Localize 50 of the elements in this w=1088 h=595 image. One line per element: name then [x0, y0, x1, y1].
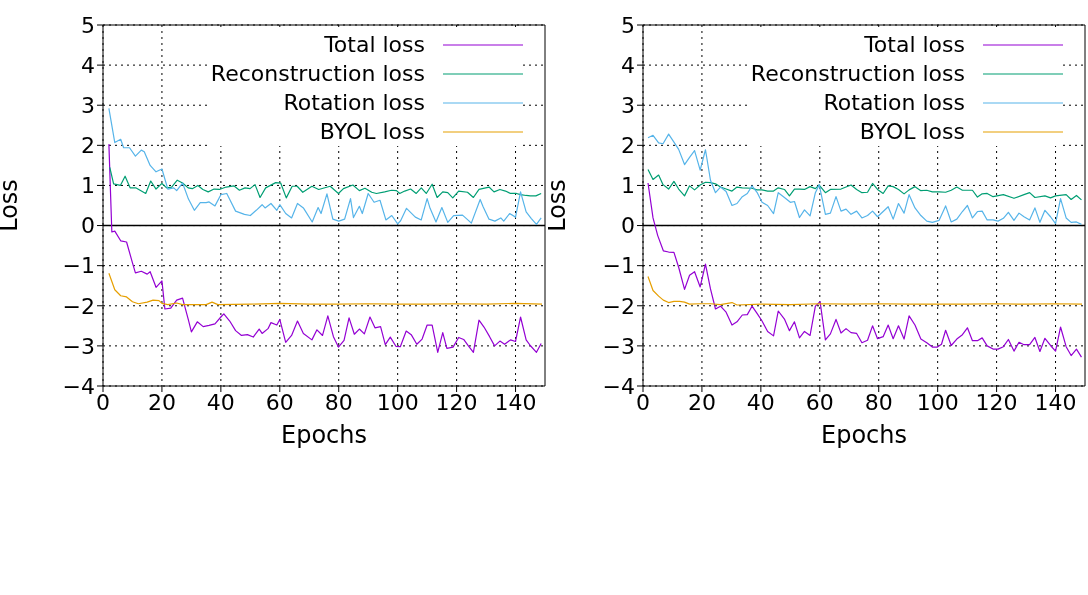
legend-label: Total loss [324, 32, 425, 57]
legend-label: Rotation loss [283, 90, 425, 115]
line-series [108, 143, 542, 353]
y-tick-label: 5 [621, 12, 635, 38]
y-tick-label: 1 [81, 173, 95, 199]
legend-label: BYOL loss [859, 119, 965, 144]
line-series [647, 275, 1083, 306]
x-tick-label: 140 [1034, 389, 1077, 415]
x-tick-label: 80 [324, 389, 353, 415]
legend-label: Total loss [864, 32, 965, 57]
y-tick-label: −1 [602, 253, 635, 279]
x-tick-label: 100 [916, 389, 959, 415]
x-tick-label: 40 [206, 389, 235, 415]
x-axis-title: Epochs [281, 421, 367, 449]
y-tick-label: −4 [62, 373, 95, 399]
x-tick-label: 80 [864, 389, 893, 415]
x-tick-label: 20 [147, 389, 176, 415]
y-tick-label: 0 [81, 213, 95, 239]
y-tick-label: −2 [602, 293, 635, 319]
x-tick-label: 60 [805, 389, 834, 415]
x-tick-label: 40 [746, 389, 775, 415]
line-series [108, 272, 543, 306]
legend-label: Reconstruction loss [210, 61, 425, 86]
y-tick-label: 1 [621, 173, 635, 199]
y-tick-label: −3 [602, 333, 635, 359]
y-tick-label: 4 [81, 52, 95, 78]
x-axis-title: Epochs [821, 421, 907, 449]
y-tick-label: 2 [621, 133, 635, 159]
y-tick-label: 0 [621, 213, 635, 239]
y-tick-label: 3 [621, 93, 635, 119]
legend-label: BYOL loss [319, 119, 425, 144]
y-tick-label: −2 [62, 293, 95, 319]
x-tick-label: 100 [376, 389, 419, 415]
y-tick-label: 4 [621, 52, 635, 78]
line-series [647, 168, 1083, 201]
line-series [109, 166, 542, 199]
y-tick-label: 3 [81, 93, 95, 119]
x-tick-label: 120 [975, 389, 1018, 415]
x-tick-label: 140 [494, 389, 537, 415]
legend-label: Reconstruction loss [750, 61, 965, 86]
legend-label: Rotation loss [823, 90, 965, 115]
y-tick-label: −4 [602, 373, 635, 399]
y-tick-label: 5 [81, 12, 95, 38]
y-tick-label: −3 [62, 333, 95, 359]
y-tick-label: −1 [62, 253, 95, 279]
y-tick-label: 2 [81, 133, 95, 159]
line-series [647, 182, 1083, 358]
x-tick-label: 20 [687, 389, 716, 415]
x-tick-label: 120 [435, 389, 478, 415]
x-tick-label: 60 [265, 389, 294, 415]
